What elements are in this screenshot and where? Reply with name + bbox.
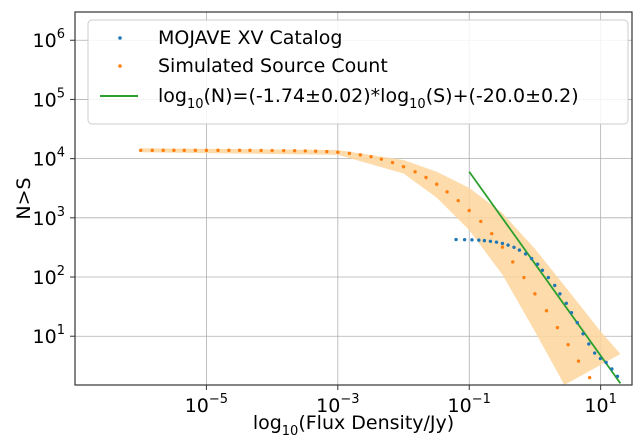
simulated-point bbox=[359, 153, 362, 156]
mojave-point bbox=[506, 243, 509, 246]
mojave-point bbox=[604, 361, 607, 364]
simulated-band-area bbox=[141, 148, 621, 385]
mojave-point bbox=[495, 240, 498, 243]
simulated-point bbox=[545, 309, 548, 312]
y-tick-label: 104 bbox=[33, 146, 65, 171]
simulated-point bbox=[566, 343, 569, 346]
mojave-point bbox=[581, 332, 584, 335]
simulated-point bbox=[248, 149, 251, 152]
simulated-point bbox=[216, 149, 219, 152]
mojave-point bbox=[593, 351, 596, 354]
simulated-point bbox=[293, 149, 296, 152]
legend-fit-part-3: 10 bbox=[409, 97, 426, 112]
simulated-point bbox=[457, 199, 460, 202]
simulated-point bbox=[304, 149, 307, 152]
y-tick-label: 105 bbox=[33, 86, 65, 111]
y-axis-label: N>S bbox=[13, 177, 35, 219]
simulated-point bbox=[227, 149, 230, 152]
simulated-point bbox=[139, 149, 142, 152]
simulated-point bbox=[391, 161, 394, 164]
mojave-point bbox=[587, 342, 590, 345]
simulated-point bbox=[511, 260, 514, 263]
mojave-point bbox=[512, 246, 515, 249]
mojave-point bbox=[541, 269, 544, 272]
simulated-uncertainty-band bbox=[141, 148, 621, 385]
mojave-point bbox=[599, 357, 602, 360]
simulated-point bbox=[490, 232, 493, 235]
mojave-point bbox=[536, 262, 539, 265]
simulated-point bbox=[172, 149, 175, 152]
mojave-point bbox=[477, 238, 480, 241]
legend-swatch-simulated bbox=[118, 64, 122, 68]
y-tick-label: 102 bbox=[33, 264, 65, 289]
mojave-point bbox=[553, 284, 556, 287]
legend-label-mojave: MOJAVE XV Catalog bbox=[158, 27, 342, 49]
mojave-point bbox=[530, 257, 533, 260]
simulated-point bbox=[556, 326, 559, 329]
mojave-point bbox=[501, 242, 504, 245]
simulated-point bbox=[336, 151, 339, 154]
mojave-point bbox=[454, 238, 457, 241]
simulated-point bbox=[194, 149, 197, 152]
mojave-point bbox=[565, 302, 568, 305]
simulated-point bbox=[588, 376, 591, 379]
y-tick-label: 101 bbox=[33, 323, 65, 348]
y-tick-label: 103 bbox=[33, 205, 65, 230]
simulated-point bbox=[369, 155, 372, 158]
mojave-point bbox=[518, 248, 521, 251]
mojave-point bbox=[489, 240, 492, 243]
simulated-point bbox=[259, 149, 262, 152]
mojave-point bbox=[547, 276, 550, 279]
simulated-point bbox=[402, 165, 405, 168]
legend-label-simulated: Simulated Source Count bbox=[158, 55, 388, 77]
y-axis-ticks: 101 102 103 104 105 106 bbox=[33, 27, 75, 348]
simulated-point bbox=[468, 209, 471, 212]
legend: MOJAVE XV Catalog Simulated Source Count… bbox=[88, 20, 628, 124]
simulated-point bbox=[270, 149, 273, 152]
mojave-point bbox=[576, 321, 579, 324]
fit-line bbox=[469, 172, 620, 384]
x-tick-label: 10−5 bbox=[185, 392, 228, 417]
mojave-point bbox=[610, 367, 613, 370]
mojave-point bbox=[558, 292, 561, 295]
legend-swatch-mojave bbox=[118, 36, 122, 40]
legend-fit-part-0: log bbox=[158, 85, 187, 107]
x-axis-label-sub: 10 bbox=[282, 424, 299, 436]
mojave-point bbox=[483, 239, 486, 242]
legend-fit-part-4: (S)+(-20.0±0.2) bbox=[426, 85, 579, 107]
simulated-point bbox=[238, 149, 241, 152]
simulated-point bbox=[314, 150, 317, 153]
x-axis-label-rest: (Flux Density/Jy) bbox=[298, 412, 454, 434]
mojave-point bbox=[616, 375, 619, 378]
mojave-point bbox=[470, 238, 473, 241]
legend-fit-part-2: (N)=(-1.74±0.02)*log bbox=[204, 85, 410, 107]
mojave-point bbox=[524, 252, 527, 255]
simulated-point bbox=[282, 149, 285, 152]
x-axis-label-prefix: log bbox=[253, 412, 282, 434]
simulated-point bbox=[435, 182, 438, 185]
simulated-point bbox=[183, 149, 186, 152]
simulated-point bbox=[162, 149, 165, 152]
simulated-point bbox=[151, 149, 154, 152]
y-tick-label: 106 bbox=[33, 27, 65, 52]
legend-fit-part-1: 10 bbox=[187, 97, 204, 112]
x-tick-label: 101 bbox=[584, 392, 616, 417]
simulated-point bbox=[424, 176, 427, 179]
simulated-point bbox=[577, 359, 580, 362]
simulated-point bbox=[533, 292, 536, 295]
mojave-point bbox=[570, 311, 573, 314]
simulated-point bbox=[380, 157, 383, 160]
mojave-point bbox=[463, 238, 466, 241]
simulated-point bbox=[325, 150, 328, 153]
simulated-point bbox=[413, 170, 416, 173]
x-axis-label: log10(Flux Density/Jy) bbox=[253, 412, 454, 436]
simulated-point bbox=[479, 220, 482, 223]
simulated-point bbox=[348, 152, 351, 155]
simulated-point bbox=[205, 149, 208, 152]
simulated-point bbox=[445, 190, 448, 193]
simulated-point bbox=[501, 245, 504, 248]
simulated-point bbox=[522, 276, 525, 279]
